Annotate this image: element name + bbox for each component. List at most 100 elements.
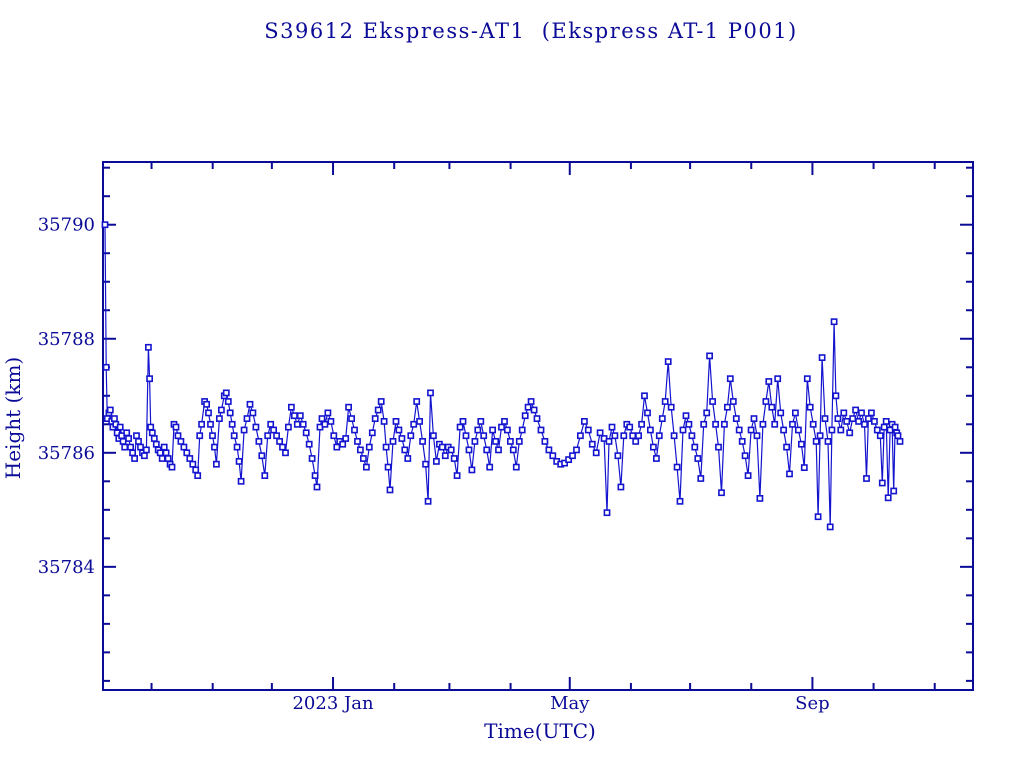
data-point: [429, 432, 437, 440]
data-point: [750, 415, 758, 422]
data-point: [664, 358, 672, 365]
y-axis-label: Height (km): [1, 357, 25, 479]
data-point: [351, 426, 358, 434]
y-tick-label: 35790: [38, 215, 95, 236]
data-point: [691, 443, 699, 451]
data-point: [876, 432, 884, 440]
data-point: [549, 452, 557, 460]
data-point: [503, 426, 511, 434]
data-point: [498, 423, 505, 431]
data-point: [311, 472, 319, 479]
data-point: [596, 429, 604, 437]
data-point: [389, 437, 397, 445]
data-point: [246, 400, 254, 408]
data-point: [299, 420, 307, 428]
data-point: [207, 420, 214, 428]
data-point: [146, 375, 153, 383]
data-point: [129, 449, 136, 457]
data-point: [592, 449, 600, 457]
data-point: [762, 398, 770, 405]
data-point: [131, 455, 138, 462]
data-point: [629, 432, 637, 440]
data-point: [735, 426, 743, 434]
data-point: [441, 452, 449, 460]
data-point: [626, 423, 634, 431]
data-point: [152, 440, 160, 448]
data-point: [462, 432, 470, 440]
data-point: [814, 513, 822, 521]
data-point: [780, 426, 787, 434]
data-point: [380, 417, 388, 425]
data-point: [715, 443, 722, 451]
data-point: [537, 426, 545, 434]
data-point: [228, 420, 236, 428]
data-point: [230, 432, 238, 440]
data-point: [852, 406, 859, 414]
data-point: [422, 460, 429, 468]
data-point: [524, 403, 532, 411]
data-point: [354, 437, 361, 445]
data-point: [867, 409, 875, 417]
data-point: [759, 420, 767, 428]
data-point: [670, 432, 678, 440]
data-point: [812, 437, 820, 445]
data-point: [477, 417, 485, 425]
data-point: [809, 420, 817, 428]
data-point: [632, 437, 640, 445]
data-point: [258, 452, 266, 460]
data-point: [156, 449, 164, 457]
data-point: [786, 470, 793, 478]
data-point: [459, 417, 467, 425]
data-point: [649, 443, 657, 451]
data-point: [791, 409, 799, 417]
data-point: [679, 426, 687, 434]
data-point: [723, 403, 731, 411]
data-point: [794, 426, 802, 434]
data-point: [726, 375, 734, 383]
x-tick-label: 2023 Jan: [292, 693, 373, 714]
data-point: [652, 455, 660, 462]
data-point: [183, 449, 191, 457]
data-point: [135, 437, 142, 445]
data-point: [419, 437, 426, 445]
data-point: [450, 455, 458, 462]
data-point: [685, 420, 693, 428]
data-point: [527, 398, 535, 405]
data-point: [290, 412, 298, 420]
data-point: [747, 426, 755, 434]
data-point: [213, 460, 220, 468]
data-point: [243, 415, 251, 422]
data-point: [308, 455, 316, 462]
data-point: [194, 472, 202, 479]
data-point: [576, 432, 584, 440]
data-point: [106, 406, 114, 414]
data-point: [617, 483, 625, 491]
data-point: [486, 463, 494, 471]
data-point: [894, 432, 902, 440]
data-point: [168, 463, 176, 471]
data-point: [186, 455, 194, 462]
data-point: [237, 477, 245, 485]
data-point: [189, 460, 197, 468]
data-point: [293, 420, 301, 428]
y-tick-label: 35786: [38, 443, 95, 464]
data-point: [644, 409, 651, 417]
data-series: [101, 221, 904, 531]
x-axis-label: Time(UTC): [484, 719, 596, 743]
data-point: [863, 475, 870, 482]
data-point: [635, 432, 642, 440]
data-point: [192, 466, 200, 474]
data-point: [720, 420, 728, 428]
data-point: [203, 400, 210, 408]
data-point: [209, 432, 216, 440]
data-point: [756, 494, 764, 502]
data-point: [573, 446, 580, 454]
data-point: [605, 437, 613, 445]
data-point: [224, 398, 232, 405]
data-point: [492, 437, 499, 445]
data-point: [530, 406, 538, 414]
y-tick-label: 35788: [38, 329, 95, 350]
data-point: [824, 437, 832, 445]
data-point: [509, 446, 517, 454]
